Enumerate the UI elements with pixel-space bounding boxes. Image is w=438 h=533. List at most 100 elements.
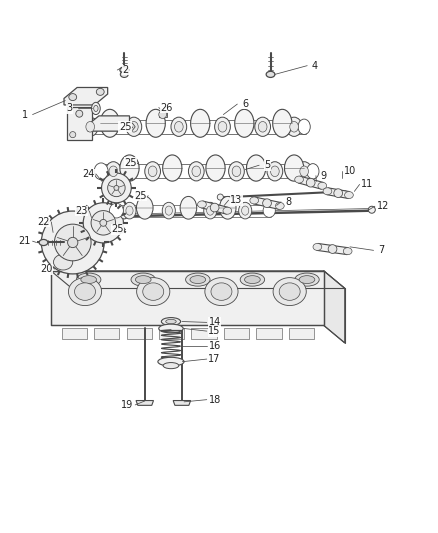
Ellipse shape (211, 283, 232, 300)
Bar (127, 328, 152, 338)
Circle shape (41, 211, 104, 274)
Bar (191, 328, 217, 338)
Ellipse shape (68, 278, 102, 305)
Circle shape (306, 179, 315, 187)
Bar (289, 328, 314, 338)
Ellipse shape (86, 122, 95, 132)
Ellipse shape (145, 161, 160, 181)
Circle shape (334, 189, 343, 198)
Ellipse shape (70, 132, 76, 138)
Polygon shape (64, 87, 108, 105)
Ellipse shape (298, 119, 310, 134)
Ellipse shape (239, 203, 252, 219)
Ellipse shape (120, 71, 128, 77)
Text: 25: 25 (119, 122, 131, 132)
Ellipse shape (279, 283, 300, 300)
Bar (224, 328, 249, 338)
Bar (256, 328, 282, 338)
Circle shape (368, 206, 375, 213)
Text: 3: 3 (67, 103, 73, 114)
Ellipse shape (162, 155, 182, 181)
Ellipse shape (110, 203, 124, 218)
Ellipse shape (271, 166, 279, 176)
Text: 25: 25 (111, 224, 124, 235)
Polygon shape (173, 400, 191, 405)
Ellipse shape (131, 273, 155, 286)
Circle shape (217, 194, 223, 200)
Text: 1: 1 (21, 110, 28, 119)
Ellipse shape (123, 203, 136, 219)
Polygon shape (127, 159, 136, 166)
Ellipse shape (100, 109, 120, 138)
Polygon shape (327, 188, 350, 198)
Ellipse shape (247, 155, 266, 181)
Ellipse shape (94, 163, 108, 180)
Text: 25: 25 (134, 191, 147, 201)
Ellipse shape (285, 155, 304, 181)
Ellipse shape (295, 273, 319, 286)
Ellipse shape (82, 117, 98, 136)
Ellipse shape (258, 122, 267, 132)
Ellipse shape (159, 111, 166, 118)
Ellipse shape (218, 122, 227, 132)
Text: 14: 14 (208, 317, 221, 327)
Text: 7: 7 (378, 245, 385, 255)
Ellipse shape (240, 273, 265, 286)
Text: 26: 26 (160, 102, 173, 112)
Ellipse shape (273, 109, 292, 138)
Text: 12: 12 (377, 201, 389, 211)
Bar (94, 328, 120, 338)
Ellipse shape (205, 278, 238, 305)
Ellipse shape (244, 276, 260, 284)
Text: 5: 5 (264, 160, 270, 170)
Circle shape (100, 220, 107, 227)
Ellipse shape (229, 161, 244, 181)
Ellipse shape (215, 117, 230, 136)
Polygon shape (201, 201, 228, 214)
Ellipse shape (143, 283, 164, 300)
Polygon shape (88, 116, 130, 131)
Circle shape (263, 199, 272, 207)
Ellipse shape (242, 206, 249, 215)
Ellipse shape (192, 166, 201, 176)
Ellipse shape (137, 197, 153, 219)
Bar (159, 328, 184, 338)
Text: 25: 25 (124, 158, 137, 167)
Polygon shape (254, 197, 281, 209)
Ellipse shape (148, 166, 157, 176)
Ellipse shape (137, 278, 170, 305)
Ellipse shape (318, 182, 327, 189)
Text: 19: 19 (121, 400, 134, 410)
Ellipse shape (219, 197, 236, 219)
Text: 13: 13 (230, 195, 243, 205)
Ellipse shape (255, 117, 271, 136)
Ellipse shape (323, 188, 332, 195)
Ellipse shape (158, 357, 184, 366)
Ellipse shape (166, 319, 176, 324)
Ellipse shape (299, 276, 315, 284)
Circle shape (114, 185, 119, 190)
Ellipse shape (135, 276, 151, 284)
Ellipse shape (343, 248, 352, 255)
Bar (62, 328, 87, 338)
Ellipse shape (39, 239, 48, 246)
Ellipse shape (120, 67, 129, 73)
Ellipse shape (188, 161, 204, 181)
Ellipse shape (70, 118, 84, 135)
Ellipse shape (223, 207, 232, 214)
Polygon shape (324, 271, 345, 343)
Ellipse shape (106, 161, 121, 181)
Ellipse shape (174, 122, 183, 132)
Ellipse shape (235, 109, 254, 138)
Ellipse shape (190, 276, 206, 284)
Text: 6: 6 (242, 99, 248, 109)
Ellipse shape (94, 106, 98, 111)
Polygon shape (298, 176, 323, 189)
Ellipse shape (313, 244, 322, 251)
Circle shape (108, 179, 125, 197)
Ellipse shape (186, 273, 210, 286)
Polygon shape (51, 253, 75, 271)
Ellipse shape (267, 161, 283, 181)
Ellipse shape (146, 109, 165, 138)
Ellipse shape (204, 203, 217, 219)
